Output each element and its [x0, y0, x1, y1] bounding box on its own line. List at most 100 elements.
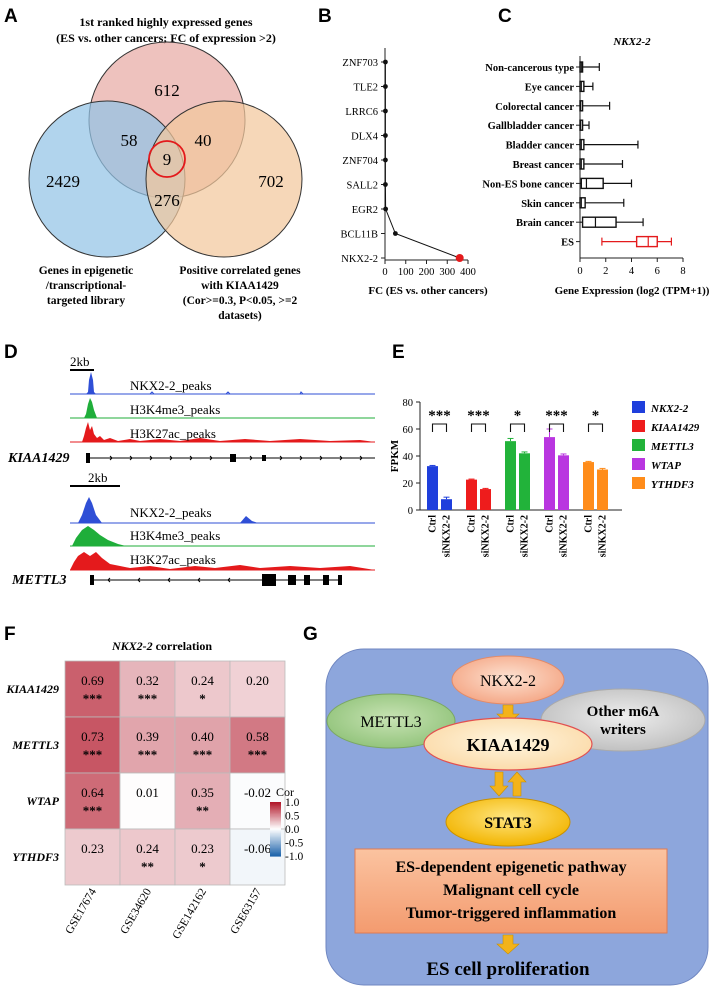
fpkm-legend-label: METTL3 [650, 441, 694, 453]
fpkm-significance-bracket [509, 423, 526, 432]
track-label-h3k4me3-2: H3K4me3_peaks [130, 528, 220, 543]
colorbar-segment [270, 816, 281, 819]
boxplot-box [579, 197, 586, 209]
boxplot-box [635, 235, 658, 248]
colorbar-segment [270, 818, 281, 821]
fpkm-significance: *** [428, 408, 451, 424]
colorbar-segment [270, 850, 281, 853]
mechanism-line3: Tumor-triggered inflammation [406, 905, 617, 922]
fpkm-bar-si [441, 499, 452, 510]
heatmap-cell-significance: *** [193, 747, 213, 762]
boxplot-x-tick-label: 8 [680, 266, 685, 277]
fc-x-tick-label: 300 [439, 267, 455, 278]
arrow-kiaa1429-stat3 [489, 771, 509, 797]
heatmap-cell-significance: *** [138, 747, 158, 762]
node-mettl3-label: METTL3 [360, 714, 421, 731]
colorbar-segment [270, 834, 281, 837]
mechanism-line1: ES-dependent epigenetic pathway [395, 859, 626, 876]
colorbar-segment [270, 839, 281, 842]
colorbar-segment [270, 829, 281, 831]
heatmap-cell [64, 828, 121, 886]
heatmap-cell-significance: *** [138, 691, 158, 706]
genome-tracks: 2kb NKX2-2_peaks H3K4me3_peaks H3K27ac_p… [7, 354, 375, 588]
heatmap-cell-value: -0.02 [244, 785, 271, 800]
heatmap-cell-value: 0.64 [81, 785, 104, 800]
heatmap-cell-value: 0.23 [81, 841, 104, 856]
fc-x-tick-label: 200 [419, 267, 435, 278]
fpkm-bar-si [519, 453, 530, 510]
venn-right-label-1: Positive correlated genes [179, 265, 301, 277]
fpkm-significance-bracket [431, 423, 448, 432]
heatmap-cell [174, 772, 231, 830]
heatmap-cell-significance: ** [141, 859, 154, 874]
colorbar-segment [270, 842, 281, 845]
heatmap-row-label: WTAP [26, 794, 59, 808]
fpkm-y-axis-title: FPKM [389, 439, 401, 472]
colorbar-tick-label: 0.0 [285, 824, 300, 836]
colorbar-segment [270, 806, 281, 808]
fc-x-tick-label: 400 [460, 267, 476, 278]
boxplot-box [581, 216, 617, 228]
heatmap-cell-value: 0.32 [136, 673, 159, 688]
boxplot-title: NKX2-2 [612, 36, 651, 48]
track-mettl3-nkx22: NKX2-2_peaks [70, 497, 375, 524]
fpkm-significance-bracket [548, 423, 565, 432]
boxplot-box [579, 158, 585, 170]
colorbar-segment [270, 822, 281, 825]
panel-label-a: A [4, 6, 18, 27]
fc-x-tick-label: 0 [382, 267, 387, 278]
fpkm-bar-ctrl [505, 441, 516, 510]
fpkm-legend-label: KIAA1429 [650, 422, 700, 434]
venn-circle-right [145, 100, 303, 258]
heatmap-cell-significance: *** [83, 691, 103, 706]
heatmap-column-label: GSE142162 [171, 886, 210, 941]
heatmap-column-label: GSE17674 [63, 886, 99, 936]
colorbar-title: Cor [276, 785, 294, 799]
heatmap-cell-value: 0.24 [136, 841, 159, 856]
colorbar-segment [270, 824, 281, 827]
fpkm-x-tick-label: siNKX2-2 [520, 515, 531, 557]
heatmap-cell-value: 0.58 [246, 729, 269, 744]
heatmap-cell-significance: ** [196, 803, 209, 818]
boxplot-chart: NKX2-2 Gene Expression (log2 (TPM+1)) No… [482, 36, 709, 297]
fpkm-y-tick-label: 80 [403, 398, 414, 409]
colorbar-segment [270, 812, 281, 815]
track-label-nkx22-1: NKX2-2_peaks [130, 378, 212, 393]
fpkm-legend-swatch [632, 439, 645, 451]
arrow-stat3-kiaa1429 [507, 771, 527, 797]
colorbar-segment [270, 851, 281, 854]
node-stat3-label: STAT3 [484, 815, 531, 832]
boxplot-category-label: Brain cancer [516, 218, 574, 229]
heatmap-row-label: METTL3 [11, 738, 59, 752]
venn-title-line2: (ES vs. other cancers; FC of expression … [56, 31, 276, 45]
venn-count-right: 702 [258, 172, 284, 191]
fpkm-significance: *** [467, 408, 490, 424]
fpkm-significance: * [514, 408, 522, 424]
boxplot-x-tick-label: 0 [577, 266, 582, 277]
panel-label-d: D [4, 342, 18, 363]
boxplot-category-label: Colorectal cancer [495, 102, 574, 113]
panel-label-c: C [498, 6, 512, 27]
pathway-schematic: NKX2-2 METTL3 Other m6A writers KIAA1429… [325, 648, 709, 986]
colorbar-segment [270, 854, 281, 857]
heatmap-cell [174, 716, 231, 774]
fpkm-legend-label: YTHDF3 [651, 479, 694, 491]
heatmap-cell-value: 0.69 [81, 673, 104, 688]
fpkm-bar-ctrl [427, 466, 438, 510]
fpkm-y-tick-label: 60 [403, 425, 414, 436]
heatmap-cell-significance: *** [248, 747, 268, 762]
colorbar-segment [270, 804, 281, 807]
heatmap-cell-value: 0.40 [191, 729, 214, 744]
colorbar-segment [270, 802, 281, 804]
fpkm-significance: *** [545, 408, 568, 424]
fc-x-tick-label: 100 [398, 267, 414, 278]
node-nkx22-label: NKX2-2 [480, 673, 536, 690]
heatmap-column-label: GSE63157 [228, 886, 264, 936]
boxplot-category-label: Breast cancer [513, 160, 575, 171]
venn-core-highlight [148, 140, 186, 178]
fc-x-axis-title: FC (ES vs. other cancers) [368, 285, 488, 297]
heatmap-title: NKX2-2 correlation [111, 639, 212, 653]
heatmap-title-rest: correlation [153, 639, 213, 653]
gene-label-mettl3: METTL3 [11, 573, 66, 588]
colorbar-segment [270, 835, 281, 838]
